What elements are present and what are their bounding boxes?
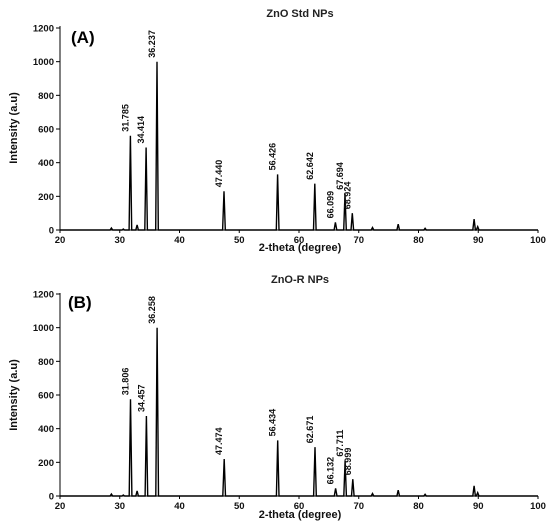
panel-label: (B) (68, 293, 92, 312)
y-axis-label: Intensity (a.u) (8, 92, 20, 164)
y-tick-label: 400 (38, 158, 54, 169)
x-tick-label: 70 (353, 235, 364, 246)
peak-label: 31.806 (121, 368, 131, 396)
x-tick-label: 100 (530, 235, 546, 246)
x-axis-label: 2-theta (degree) (259, 242, 342, 254)
y-tick-label: 400 (38, 424, 54, 435)
y-tick-label: 1000 (33, 323, 54, 334)
peak-label: 34.414 (136, 116, 146, 144)
peak-label: 56.434 (268, 409, 278, 437)
x-tick-label: 100 (530, 501, 546, 512)
peak-label: 68.924 (342, 182, 352, 210)
y-tick-label: 1200 (33, 290, 54, 301)
chart-panel-a: ZnO Std NPs (A) 0 200 400 600 800 1000 1200 20… (8, 8, 546, 254)
y-tick-label: 1000 (33, 57, 54, 68)
x-ticks: 20 30 40 50 60 70 80 90 100 (55, 230, 546, 246)
x-tick-label: 40 (174, 501, 185, 512)
x-ticks: 20 30 40 50 60 70 80 90 100 (55, 496, 546, 512)
peak-label: 36.237 (147, 30, 157, 58)
y-tick-label: 200 (38, 192, 54, 203)
peak-label: 47.440 (214, 160, 224, 188)
x-tick-label: 50 (234, 501, 245, 512)
x-tick-label: 70 (353, 501, 364, 512)
x-tick-label: 80 (413, 501, 424, 512)
x-tick-label: 20 (55, 501, 66, 512)
peak-label: 36.258 (147, 296, 157, 324)
chart-title: ZnO Std NPs (266, 8, 333, 20)
x-tick-label: 20 (55, 235, 66, 246)
diffraction-trace (60, 61, 538, 231)
peak-label: 62.671 (305, 416, 315, 444)
y-tick-label: 0 (49, 226, 54, 237)
x-tick-label: 30 (114, 235, 125, 246)
x-tick-label: 60 (294, 501, 305, 512)
y-tick-label: 1200 (33, 24, 54, 35)
x-tick-label: 60 (294, 235, 305, 246)
y-tick-label: 600 (38, 125, 54, 136)
y-ticks: 0 200 400 600 800 1000 1200 (33, 290, 60, 503)
peak-label: 62.642 (305, 152, 315, 180)
peak-labels: 31.806 34.457 36.258 47.474 56.434 62.671 66.1… (121, 296, 353, 484)
peak-label: 31.785 (120, 104, 130, 132)
y-tick-label: 800 (38, 357, 54, 368)
x-axis-label: 2-theta (degree) (259, 509, 342, 521)
y-axis-label: Intensity (a.u) (8, 359, 20, 431)
panel-label: (A) (71, 28, 95, 47)
x-tick-label: 40 (174, 235, 185, 246)
y-tick-label: 600 (38, 391, 54, 402)
peak-label: 67.694 (335, 162, 345, 190)
chart-panel-b: ZnO-R NPs (B) 0 200 400 600 800 1000 1200 20 30… (8, 274, 546, 521)
y-ticks: 0 200 400 600 800 1000 1200 (33, 24, 60, 237)
peak-labels: 31.785 34.414 36.237 47.440 56.426 62.642 66.0… (120, 30, 352, 218)
x-tick-label: 90 (473, 235, 484, 246)
peak-label: 56.426 (268, 143, 278, 171)
peak-label: 47.474 (214, 427, 224, 455)
x-tick-label: 30 (114, 501, 125, 512)
diffraction-trace (60, 327, 538, 497)
peak-label: 34.457 (136, 384, 146, 412)
peak-label: 66.132 (326, 457, 336, 485)
x-tick-label: 50 (234, 235, 245, 246)
y-tick-label: 0 (49, 492, 54, 503)
x-tick-label: 80 (413, 235, 424, 246)
peak-label: 67.711 (335, 430, 345, 457)
peak-label: 68.999 (343, 448, 353, 476)
chart-title: ZnO-R NPs (271, 274, 329, 286)
peak-label: 66.099 (325, 191, 335, 219)
x-tick-label: 90 (473, 501, 484, 512)
y-tick-label: 800 (38, 91, 54, 102)
y-tick-label: 200 (38, 458, 54, 469)
